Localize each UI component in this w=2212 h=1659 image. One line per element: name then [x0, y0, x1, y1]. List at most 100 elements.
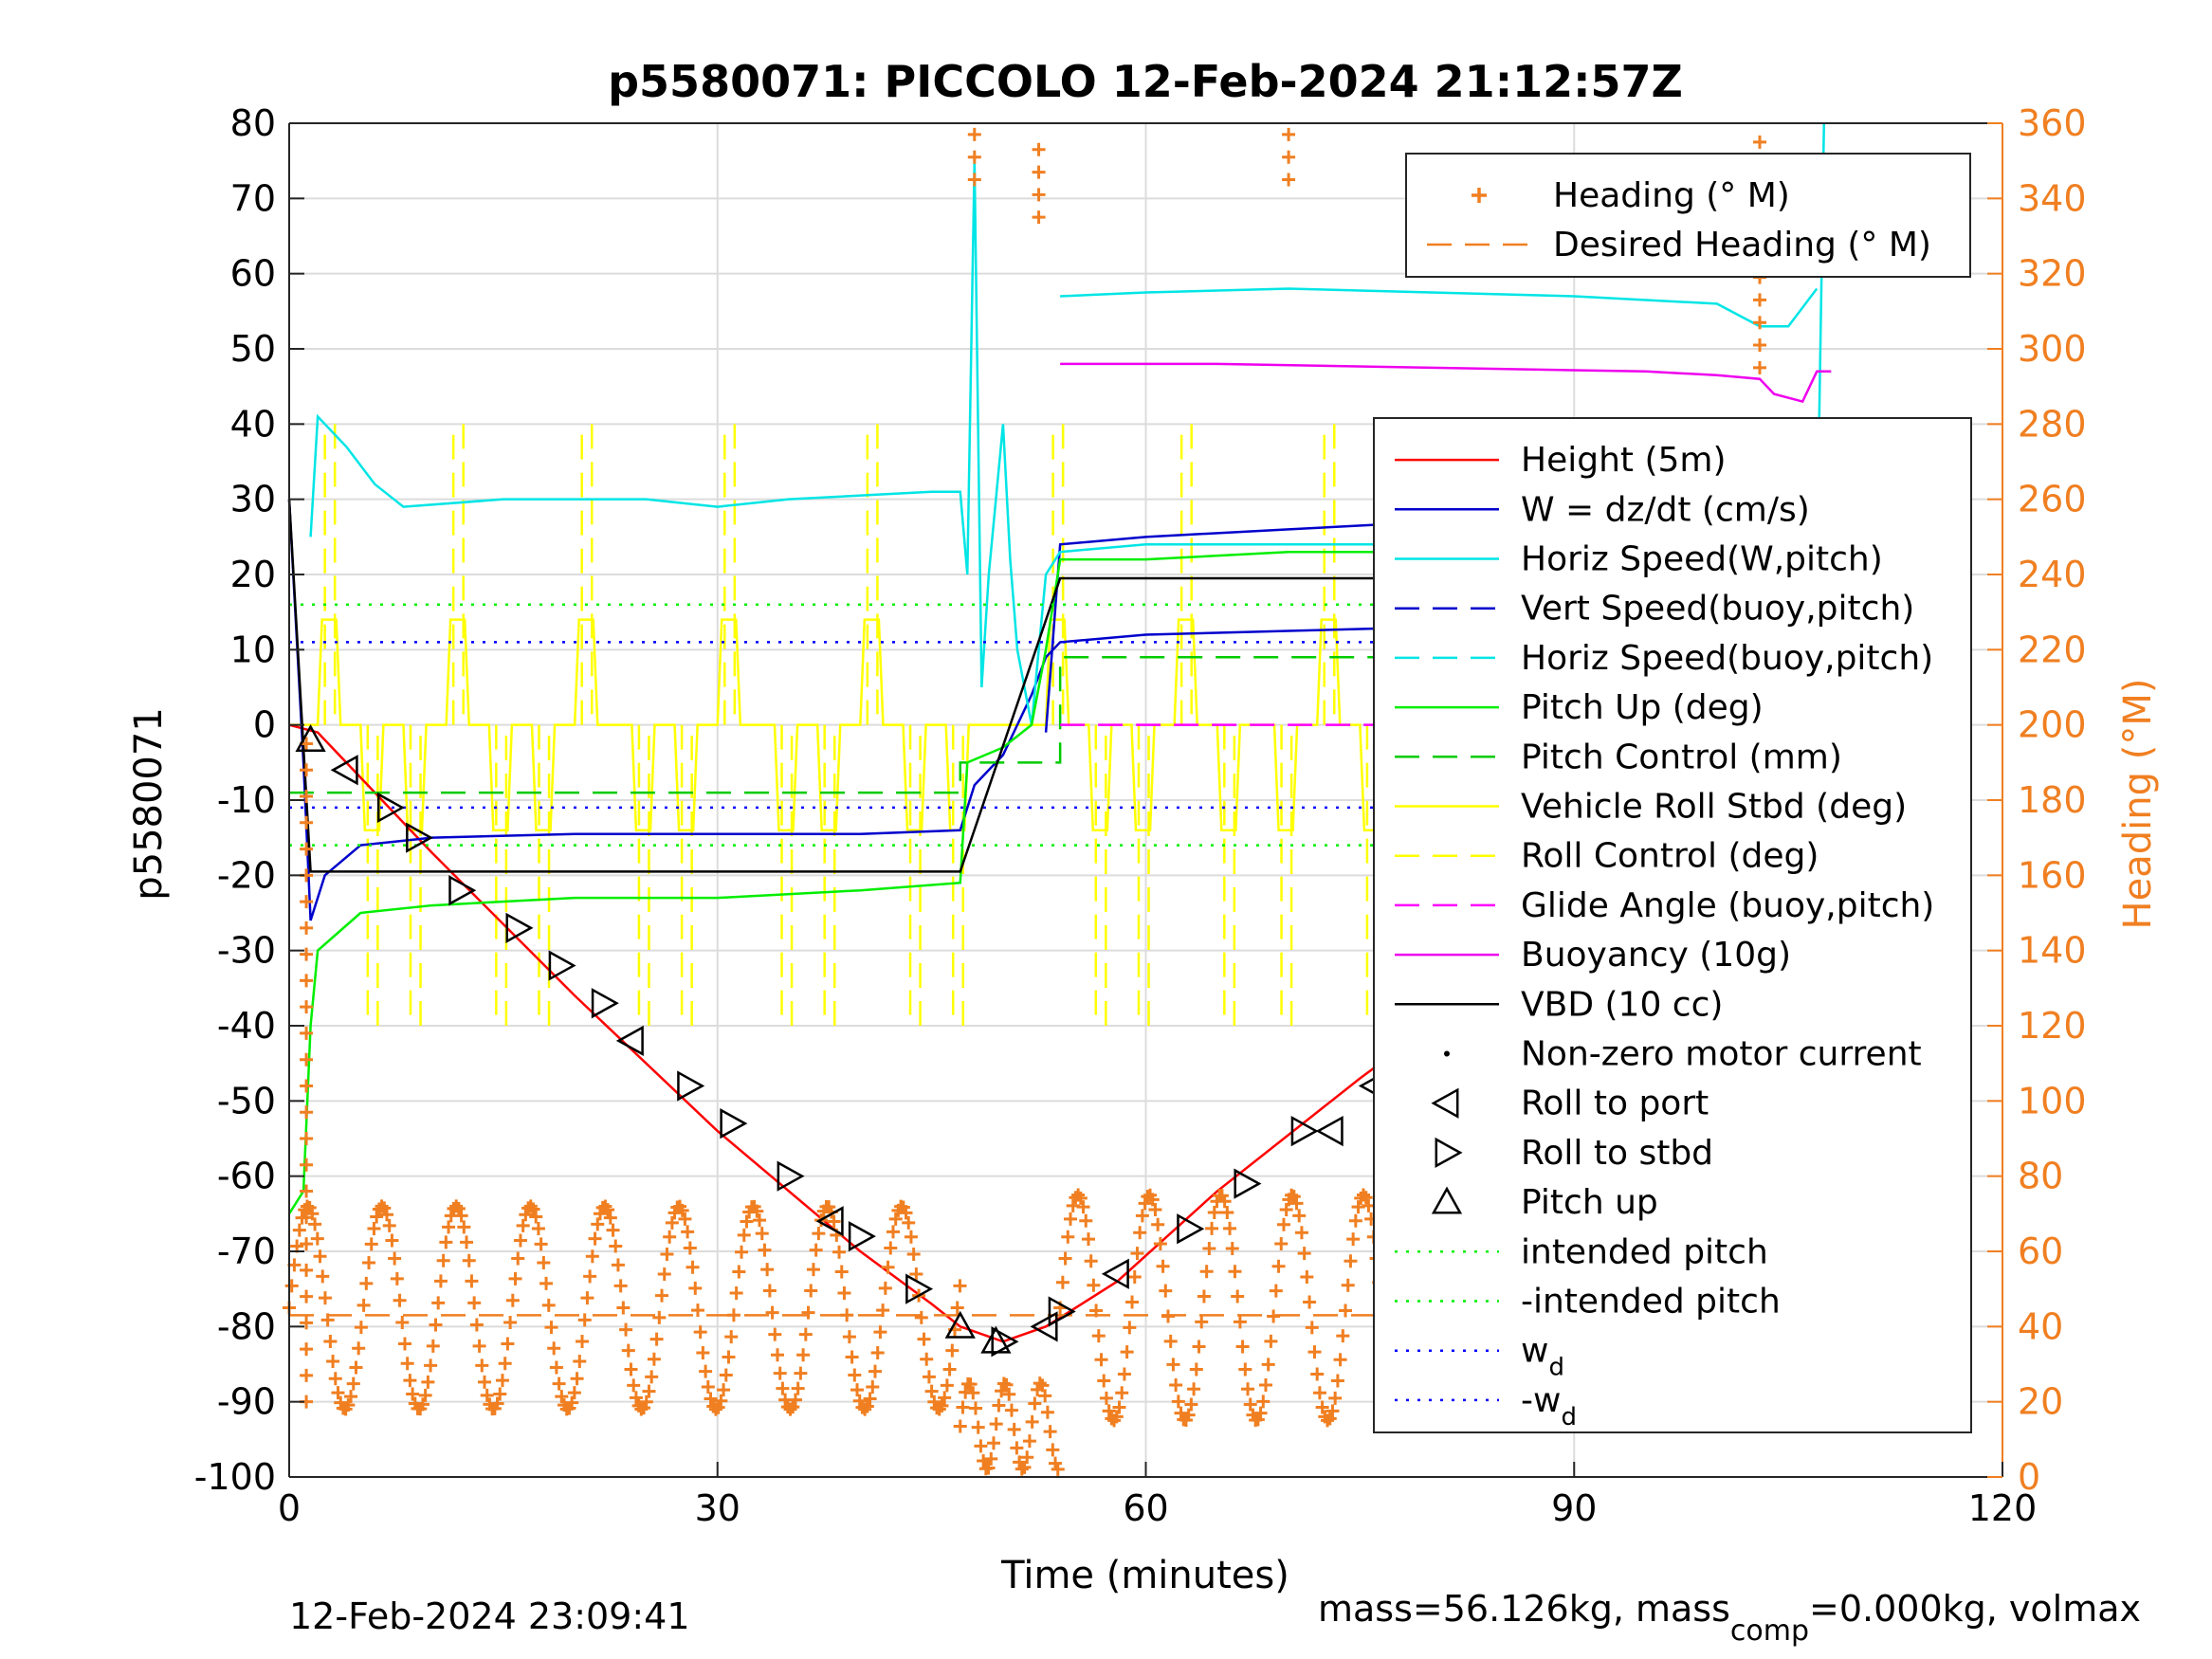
legend-main-label: Horiz Speed(buoy,pitch) — [1521, 639, 1933, 678]
series-horiz-speed-w-pitch-upper — [1060, 287, 1819, 328]
y-tick-label: -20 — [217, 854, 276, 896]
y2-tick-label: 80 — [2018, 1156, 2063, 1197]
marker-roll-stbd — [905, 1273, 934, 1304]
marker-roll-stbd — [505, 912, 534, 943]
footer-mass-sub: comp — [1730, 1614, 1809, 1648]
marker-roll-stbd — [406, 822, 434, 853]
marker-roll-stbd — [1048, 1296, 1076, 1327]
y2-tick-label: 20 — [2018, 1381, 2063, 1423]
legend-main-label: Vehicle Roll Stbd (deg) — [1521, 788, 1907, 827]
series-vbd-10-cc- — [287, 499, 1832, 873]
y-tick-label: -100 — [194, 1456, 276, 1498]
footer-mass-a: mass=56.126kg, mass — [1318, 1588, 1730, 1630]
y2-tick-label: 300 — [2018, 328, 2087, 370]
x-tick-label: 30 — [695, 1487, 740, 1529]
y-tick-label: -70 — [217, 1231, 276, 1272]
marker-roll-stbd — [1234, 1168, 1262, 1199]
y2-tick-label: 200 — [2018, 704, 2087, 746]
y2-tick-label: 100 — [2018, 1080, 2087, 1121]
marker-roll-port — [615, 1025, 644, 1056]
y2-tick-label: 40 — [2018, 1305, 2063, 1347]
marker-roll-stbd — [548, 950, 576, 981]
legend-main-label: intended pitch — [1521, 1232, 1768, 1271]
marker-roll-port — [815, 1206, 844, 1237]
chart-title: p5580071: PICCOLO 12-Feb-2024 21:12:57Z — [608, 56, 1683, 107]
y-tick-label: -30 — [217, 930, 276, 972]
marker-pitch-up — [295, 723, 326, 752]
marker-roll-stbd — [1290, 1115, 1319, 1147]
y-tick-label: 0 — [253, 704, 276, 746]
legend-main-label: Non-zero motor current — [1521, 1035, 1922, 1074]
y2-tick-label: 360 — [2018, 102, 2087, 144]
legend-main-label: Pitch Control (mm) — [1521, 738, 1842, 776]
legend-main-label: Pitch Up (deg) — [1521, 688, 1764, 727]
legend-main-label: Buoyancy (10g) — [1521, 936, 1791, 975]
y2-tick-label: 240 — [2018, 554, 2087, 595]
y-tick-label: 40 — [230, 403, 276, 445]
y2-tick-label: 180 — [2018, 779, 2087, 821]
legend-top-box — [1405, 153, 1971, 278]
y2-tick-label: 340 — [2018, 177, 2087, 219]
series-buoyancy-10g- — [1060, 362, 1832, 404]
y2-tick-label: 260 — [2018, 479, 2087, 520]
marker-roll-stbd — [720, 1108, 748, 1139]
y-tick-label: 50 — [230, 328, 276, 370]
legend-main-swatch — [1444, 1050, 1450, 1057]
legend-main-label: Vert Speed(buoy,pitch) — [1521, 590, 1914, 629]
x-axis-label: Time (minutes) — [1000, 1554, 1289, 1597]
legend-main-box — [1373, 417, 1972, 1433]
y2-tick-label: 140 — [2018, 930, 2087, 972]
marker-pitch-up — [944, 1310, 976, 1339]
legend-main-label: VBD (10 cc) — [1521, 985, 1723, 1024]
legend-main-swatch — [1431, 1186, 1463, 1214]
legend-main-label-sub: d — [1561, 1403, 1577, 1431]
y2-axis-label: Heading (°M) — [2116, 679, 2160, 930]
legend-main-label: W = dz/dt (cm/s) — [1521, 490, 1810, 529]
marker-roll-stbd — [591, 988, 619, 1019]
x-tick-label: 60 — [1123, 1487, 1168, 1529]
y2-tick-label: 220 — [2018, 629, 2087, 670]
marker-roll-port — [1101, 1258, 1129, 1289]
y-tick-label: 60 — [230, 253, 276, 295]
legend-top-label: Desired Heading (° M) — [1553, 226, 1931, 264]
marker-roll-port — [1315, 1115, 1344, 1147]
footer-mass-b: =0.000kg, volmax — [1809, 1588, 2141, 1630]
y-tick-label: 80 — [230, 102, 276, 144]
y-tick-label: -50 — [217, 1080, 276, 1121]
marker-roll-port — [1030, 1311, 1058, 1342]
legend-main-label: Height (5m) — [1521, 441, 1727, 480]
series-pitch-control-mm- — [289, 656, 1832, 794]
marker-roll-stbd — [376, 792, 405, 824]
y-tick-label: -80 — [217, 1305, 276, 1347]
y2-tick-label: 280 — [2018, 403, 2087, 445]
legend-main-label: Horiz Speed(W,pitch) — [1521, 540, 1883, 579]
y-tick-label: -10 — [217, 779, 276, 821]
legend-top-swatch — [1472, 188, 1487, 203]
marker-roll-stbd — [448, 875, 477, 906]
y2-tick-label: 320 — [2018, 253, 2087, 295]
y-tick-label: -90 — [217, 1381, 276, 1423]
y-tick-label: -60 — [217, 1156, 276, 1197]
legend-main-label: -intended pitch — [1521, 1283, 1781, 1322]
marker-roll-stbd — [777, 1160, 805, 1192]
legend-main-swatch — [1431, 1087, 1459, 1119]
axes: 0 30 60 90 12080706050403020100-10-20-30-40-… — [194, 102, 2087, 1529]
legend-main-label: Glide Angle (buoy,pitch) — [1521, 886, 1934, 925]
y2-tick-label: 60 — [2018, 1231, 2063, 1272]
marker-roll-port — [330, 755, 358, 786]
y-tick-label: 10 — [230, 629, 276, 670]
legend-main-label: Pitch up — [1521, 1183, 1658, 1222]
legend-main-label: Roll to stbd — [1521, 1134, 1713, 1173]
y2-tick-label: 0 — [2018, 1456, 2040, 1498]
x-tick-label: 0 — [278, 1487, 301, 1529]
legend-top-label: Heading (° M) — [1553, 176, 1790, 215]
legend-top: Heading (° M) Desired Heading (° M) — [1405, 153, 1971, 278]
marker-roll-stbd — [848, 1221, 876, 1252]
y2-tick-label: 160 — [2018, 854, 2087, 896]
legend-main-label-sub: d — [1548, 1354, 1564, 1382]
x-tick-label: 90 — [1551, 1487, 1597, 1529]
legend-main-label: Roll to port — [1521, 1085, 1709, 1123]
marker-roll-stbd — [991, 1326, 1019, 1358]
footer-timestamp: 12-Feb-2024 23:09:41 — [289, 1595, 690, 1637]
